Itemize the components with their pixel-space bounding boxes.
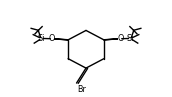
Text: Si: Si [38,34,45,43]
Text: O: O [48,34,55,43]
Polygon shape [104,39,118,40]
Text: Si: Si [127,34,134,43]
Text: O: O [117,34,124,43]
Polygon shape [54,39,68,40]
Text: Br: Br [77,85,86,94]
